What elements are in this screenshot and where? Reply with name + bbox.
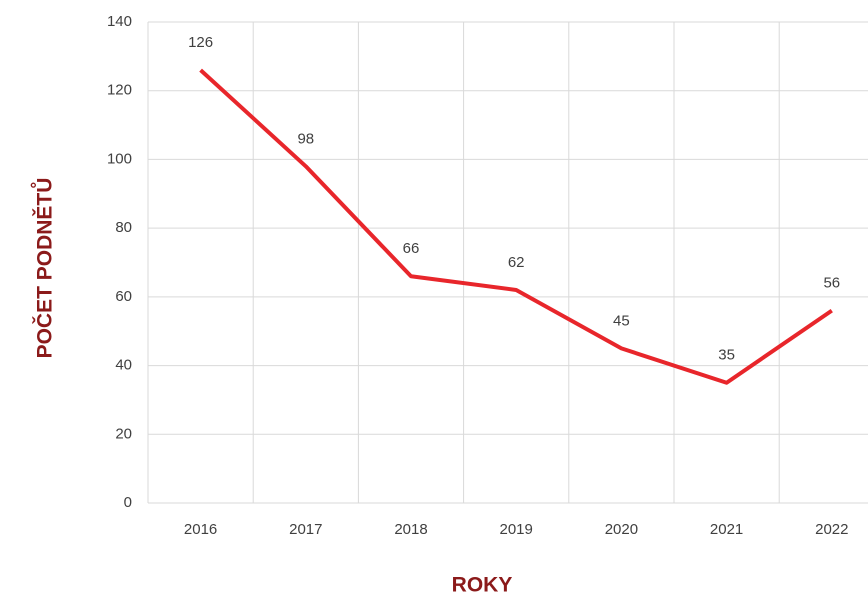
data-label: 45 [613,312,630,329]
data-label: 56 [823,275,840,292]
x-tick-label: 2017 [289,521,322,538]
y-tick-label: 40 [115,357,132,374]
data-label: 126 [188,34,213,51]
data-label: 62 [508,254,525,271]
y-tick-label: 80 [115,219,132,236]
x-tick-label: 2019 [500,521,533,538]
x-axis-title: ROKY [452,574,513,597]
y-axis-title: POČET PODNĚTŮ [31,178,57,359]
data-label: 98 [297,130,314,147]
y-tick-label: 0 [124,494,132,511]
data-line [199,68,833,385]
x-tick-label: 2021 [710,521,743,538]
x-tick-label: 2018 [394,521,427,538]
y-tick-label: 140 [107,13,132,30]
y-tick-label: 60 [115,288,132,305]
y-tick-label: 100 [107,150,132,167]
data-label: 35 [718,347,735,364]
data-label: 66 [403,240,420,257]
x-tick-label: 2022 [815,521,848,538]
y-tick-label: 120 [107,82,132,99]
x-tick-label: 2016 [184,521,217,538]
y-tick-label: 20 [115,425,132,442]
x-tick-label: 2020 [605,521,638,538]
